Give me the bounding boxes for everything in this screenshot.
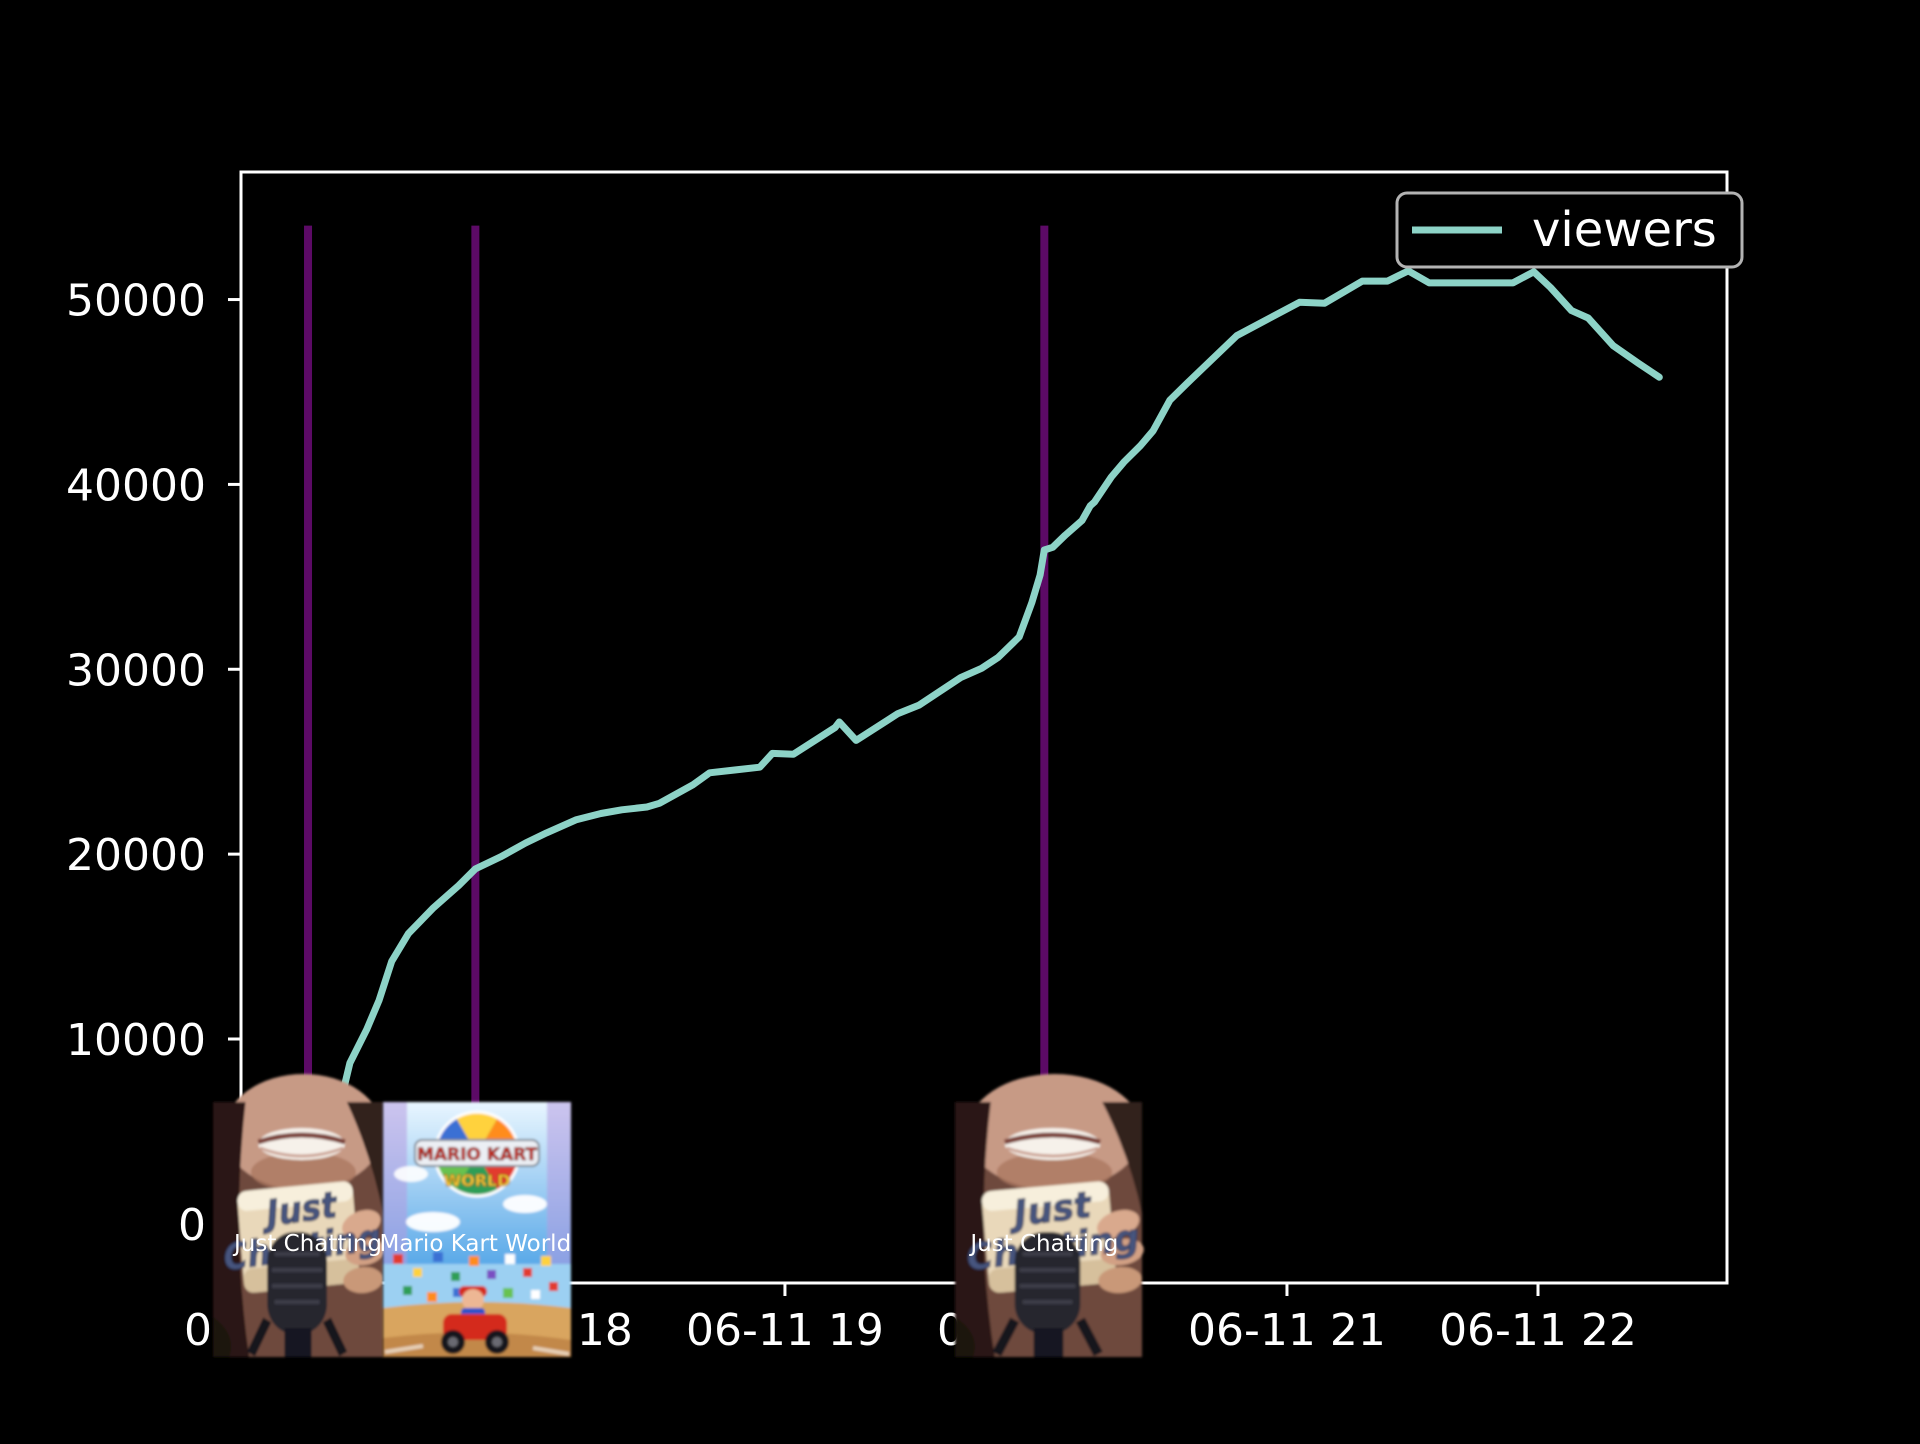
category-annotation: Mario Kart World bbox=[380, 1231, 572, 1257]
category-annotation: Just Chatting bbox=[232, 1231, 382, 1257]
y-tick-label: 30000 bbox=[66, 645, 206, 696]
y-tick-label: 50000 bbox=[66, 276, 206, 327]
thumbnails bbox=[213, 1074, 1146, 1357]
y-tick-label: 40000 bbox=[66, 460, 206, 511]
x-tick-label: 06-11 19 bbox=[686, 1305, 884, 1356]
thumbnail-mario-kart-world bbox=[383, 1102, 571, 1357]
thumbnail-just-chatting-1 bbox=[213, 1074, 387, 1357]
legend-label: viewers bbox=[1532, 202, 1717, 258]
x-tick-label: 06-11 22 bbox=[1439, 1305, 1637, 1356]
viewers-series bbox=[304, 267, 1663, 1195]
y-tick-label: 20000 bbox=[66, 830, 206, 881]
thumbnail-just-chatting-2 bbox=[955, 1074, 1146, 1357]
event-vlines bbox=[304, 225, 1049, 1224]
y-tick-label: 0 bbox=[178, 1200, 206, 1251]
legend: viewers bbox=[1395, 191, 1744, 269]
category-annotation: Just Chatting bbox=[968, 1231, 1118, 1257]
x-tick-label: 06-11 21 bbox=[1188, 1305, 1386, 1356]
y-tick-label: 10000 bbox=[66, 1015, 206, 1066]
legend-frame bbox=[1395, 191, 1744, 269]
viewers-line bbox=[304, 267, 1663, 1195]
